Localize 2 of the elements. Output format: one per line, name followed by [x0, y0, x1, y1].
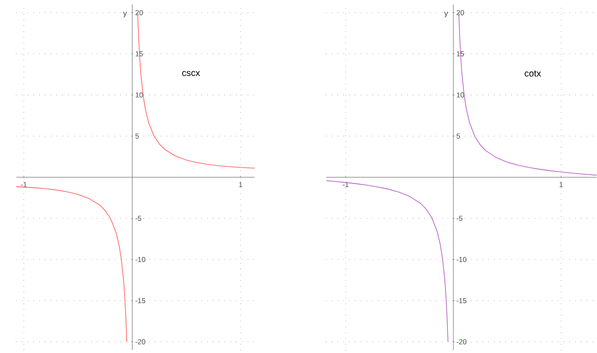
- text: cscx: [182, 70, 200, 76]
- text: cotx: [524, 70, 541, 76]
